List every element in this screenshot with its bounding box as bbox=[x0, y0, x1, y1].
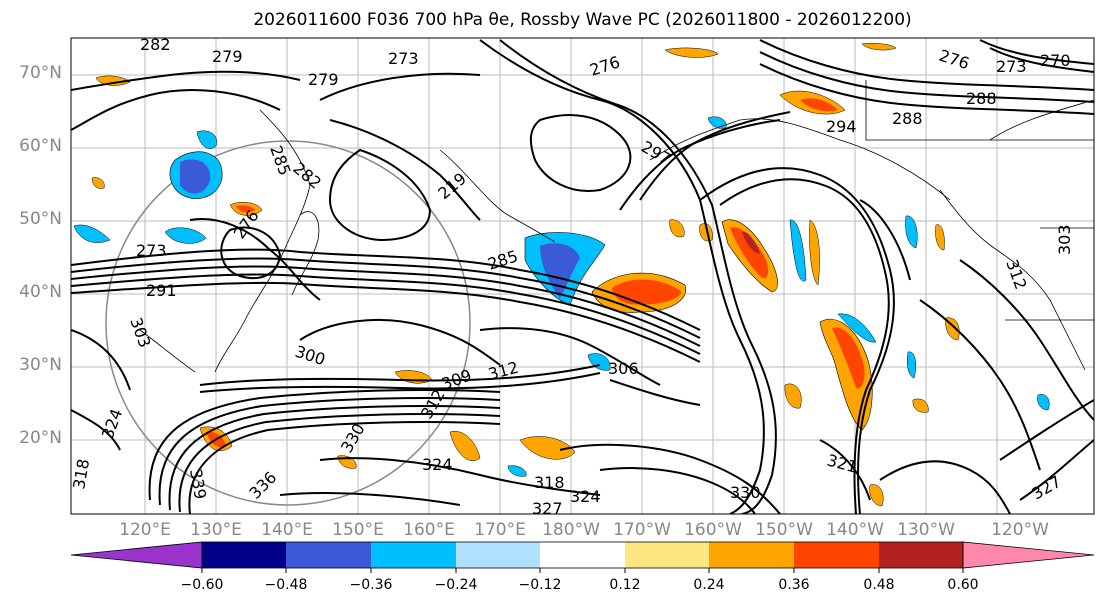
colorbar-tick-label: −0.36 bbox=[349, 577, 393, 593]
lat-label: 70°N bbox=[19, 63, 62, 83]
colorbar-tick-label: −0.60 bbox=[180, 577, 224, 593]
colorbar-segment bbox=[286, 542, 371, 568]
colorbar-segment bbox=[625, 542, 709, 568]
map-frame bbox=[70, 37, 1095, 515]
colorbar-segment bbox=[456, 542, 540, 568]
lon-label: 170°E bbox=[474, 520, 526, 540]
lat-label: 50°N bbox=[19, 209, 62, 229]
colorbar-segment bbox=[540, 542, 625, 568]
coastlines bbox=[139, 80, 1094, 373]
colorbar-segment bbox=[202, 542, 286, 568]
colorbar-tick-label: 0.48 bbox=[863, 577, 895, 593]
colorbar-segment bbox=[879, 542, 963, 568]
lon-label: 180°W bbox=[542, 520, 600, 540]
contour-label: 327 bbox=[532, 499, 563, 518]
colorbar bbox=[70, 541, 1095, 573]
contour-label: 288 bbox=[966, 89, 997, 108]
colorbar-tick-label: −0.24 bbox=[434, 577, 478, 593]
colorbar-tick-label: 0.24 bbox=[693, 577, 725, 593]
colorbar-extend-low bbox=[70, 541, 203, 569]
lon-label: 120°E bbox=[119, 520, 171, 540]
contour-label: 324 bbox=[422, 455, 453, 474]
colorbar-tick-label: −0.48 bbox=[264, 577, 308, 593]
lon-label: 150°W bbox=[755, 520, 813, 540]
lat-label: 40°N bbox=[19, 282, 62, 302]
contours bbox=[71, 39, 1094, 514]
lon-label: 160°E bbox=[403, 520, 455, 540]
lon-label: 170°W bbox=[613, 520, 671, 540]
colorbar-ticks bbox=[201, 568, 964, 573]
lon-label: 160°W bbox=[684, 520, 742, 540]
colorbar-tick-label: 0.12 bbox=[609, 577, 641, 593]
lon-label: 130°E bbox=[190, 520, 242, 540]
colorbar-tick-label: −0.12 bbox=[518, 577, 562, 593]
contour-label: 318 bbox=[69, 457, 93, 490]
contour-label: 306 bbox=[608, 359, 639, 378]
contour-label: 330 bbox=[730, 483, 761, 502]
contour-label: 279 bbox=[212, 47, 243, 66]
lon-label: 140°E bbox=[261, 520, 313, 540]
contour-label: 288 bbox=[892, 109, 923, 128]
page-title: 2026011600 F036 700 hPa θe, Rossby Wave … bbox=[253, 10, 912, 30]
lon-label: 130°W bbox=[897, 520, 955, 540]
contour-label: 324 bbox=[570, 487, 601, 506]
colorbar-segment bbox=[709, 542, 794, 568]
lon-label: 150°E bbox=[332, 520, 384, 540]
contour-label: 291 bbox=[146, 281, 177, 300]
colorbar-frame bbox=[201, 541, 964, 569]
contour-label: 270 bbox=[1040, 51, 1071, 70]
colorbar-segment bbox=[794, 542, 879, 568]
contour-label: 273 bbox=[136, 241, 167, 260]
lat-label: 20°N bbox=[19, 428, 62, 448]
colorbar-tick-label: 0.60 bbox=[947, 577, 979, 593]
contour-label: 282 bbox=[140, 35, 171, 54]
contour-label: 318 bbox=[534, 473, 565, 492]
lat-label: 60°N bbox=[19, 136, 62, 156]
contour-label: 279 bbox=[308, 70, 339, 89]
colorbar-tick-label: 0.36 bbox=[778, 577, 810, 593]
contour-label: 273 bbox=[996, 57, 1027, 76]
lat-label: 30°N bbox=[19, 355, 62, 375]
contour-label: 294 bbox=[826, 117, 857, 136]
lon-label: 140°W bbox=[826, 520, 884, 540]
contour-label: 273 bbox=[388, 49, 419, 68]
lon-label: 120°W bbox=[991, 520, 1049, 540]
colorbar-segment bbox=[371, 542, 456, 568]
colorbar-extend-high bbox=[962, 541, 1095, 569]
contour-label: 303 bbox=[1055, 224, 1074, 255]
